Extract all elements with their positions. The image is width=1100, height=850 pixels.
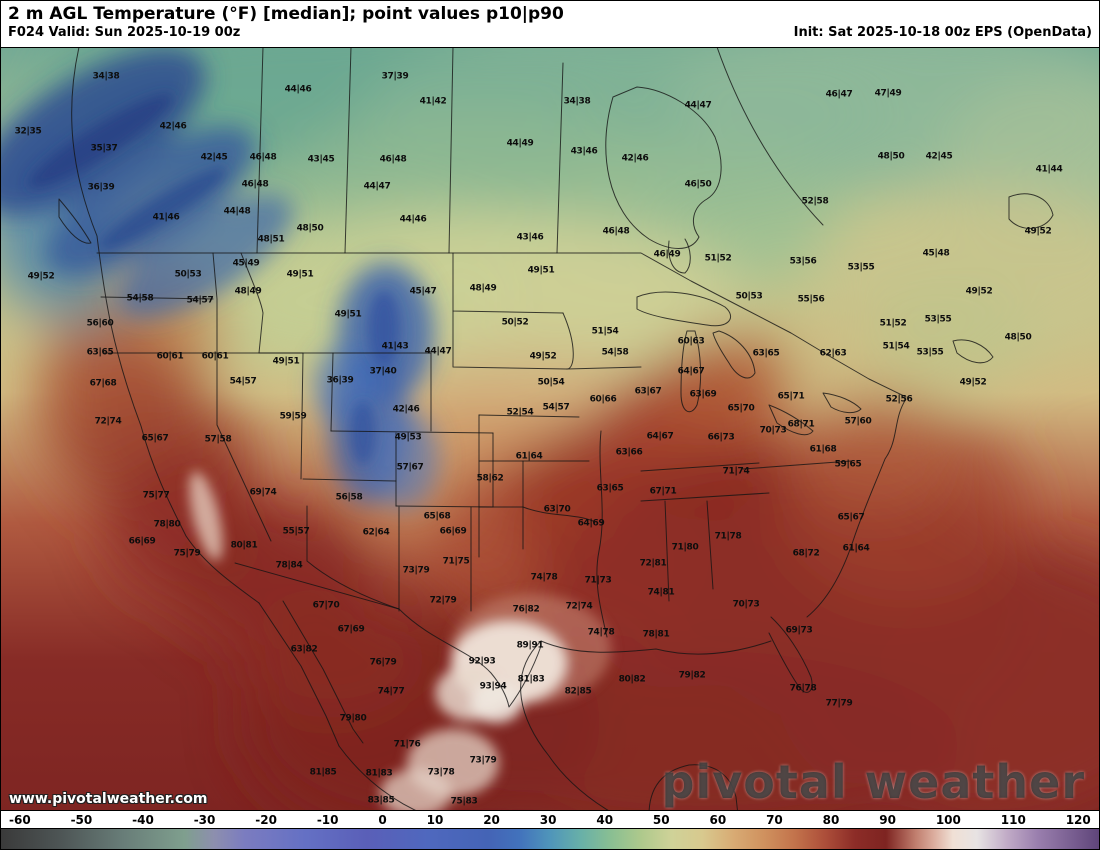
colorbar-tick-label: -20 (255, 812, 277, 827)
colorbar-strip (1, 828, 1099, 849)
colorbar-tick-label: 120 (1065, 812, 1091, 827)
colorbar: -60 -50 -40 -30 -20 -10 0 10 20 30 40 50 60 70 80 90 100… (1, 810, 1099, 849)
site-url: www.pivotalweather.com (9, 791, 208, 807)
colorbar-tick-label: 100 (935, 812, 961, 827)
colorbar-tick-label: -40 (132, 812, 154, 827)
map-borders (58, 47, 1054, 815)
colorbar-tick-label: -30 (193, 812, 216, 827)
colorbar-tick-label: 90 (879, 812, 896, 827)
colorbar-ticks: -60 -50 -40 -30 -20 -10 0 10 20 30 40 50 60 70 80 90 100… (1, 810, 1099, 828)
colorbar-tick-label: -50 (70, 812, 93, 827)
colorbar-tick-label: 40 (596, 812, 614, 827)
header: 2 m AGL Temperature (°F) [median]; point… (1, 1, 1099, 48)
colorbar-tick-label: 10 (426, 812, 444, 827)
colorbar-tick-label: 70 (766, 812, 783, 827)
init-time-label: Init: Sat 2025-10-18 00z EPS (OpenData) (793, 25, 1092, 40)
colorbar-tick-label: 20 (483, 812, 500, 827)
colorbar-tick-label: 0 (378, 812, 387, 827)
temperature-field (1, 47, 1099, 815)
pivotal-weather-watermark: pivotal weather (661, 755, 1085, 809)
colorbar-tick-label: 30 (539, 812, 557, 827)
valid-time-label: F024 Valid: Sun 2025-10-19 00z (8, 25, 241, 40)
colorbar-tick-label: -60 (9, 812, 31, 827)
map-title: 2 m AGL Temperature (°F) [median]; point… (8, 4, 564, 24)
colorbar-tick-label: 80 (822, 812, 840, 827)
colorbar-tick-label: 60 (709, 812, 727, 827)
colorbar-tick-label: -10 (316, 812, 339, 827)
colorbar-tick-label: 110 (1000, 812, 1026, 827)
colorbar-tick-label: 50 (652, 812, 670, 827)
